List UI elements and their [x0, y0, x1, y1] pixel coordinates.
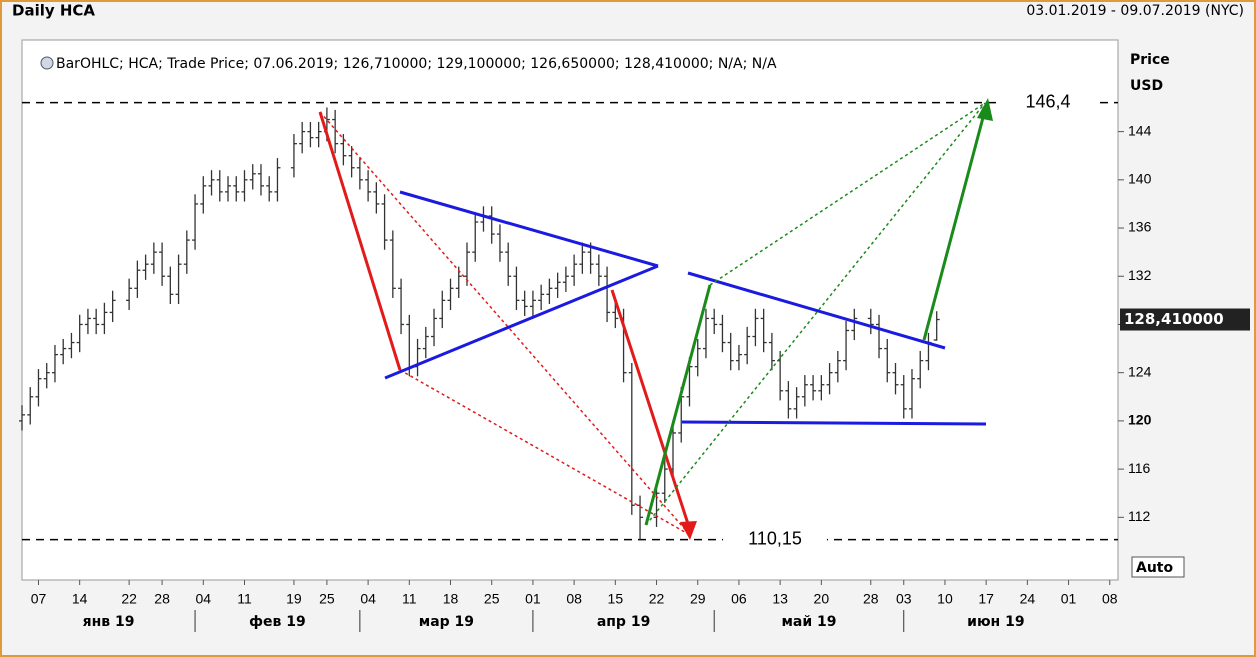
auto-label[interactable]: Auto [1136, 560, 1173, 576]
month-label: июн 19 [967, 614, 1024, 630]
trend-line [709, 102, 986, 286]
x-tick-label: 28 [154, 591, 170, 607]
trend-line [687, 271, 946, 350]
trend-arrow [644, 284, 712, 526]
x-tick-label: 13 [772, 591, 788, 607]
x-tick-label: 08 [566, 591, 582, 607]
x-tick-label: 22 [121, 591, 137, 607]
month-label: янв 19 [83, 614, 135, 630]
auto-button[interactable] [1131, 556, 1185, 578]
x-tick-label: 25 [484, 591, 500, 607]
x-tick-label: 28 [863, 591, 879, 607]
x-tick-label: 03 [896, 591, 912, 607]
trend-line [645, 102, 986, 526]
x-tick-label: 15 [608, 591, 624, 607]
y-axis-unit: USD [1130, 78, 1163, 94]
month-label: фев 19 [249, 614, 306, 630]
x-tick-label: 07 [31, 591, 47, 607]
arrow-head [977, 98, 993, 121]
y-tick-label: 124 [1128, 363, 1152, 379]
x-tick-label: 01 [525, 591, 541, 607]
x-tick-label: 11 [237, 591, 252, 607]
x-tick-label: 29 [690, 591, 706, 607]
trend-arrow [318, 111, 402, 371]
x-tick-label: 19 [286, 591, 302, 607]
x-tick-label: 18 [443, 591, 459, 607]
drawings [318, 98, 993, 540]
y-axis-label: Price [1130, 52, 1170, 68]
trend-arrow [922, 109, 987, 341]
level-label: 110,15 [748, 528, 802, 548]
last-price-label: 128,410000 [1124, 310, 1224, 328]
date-range: 03.01.2019 - 09.07.2019 (NYC) [1026, 3, 1244, 19]
x-tick-label: 04 [360, 591, 376, 607]
y-tick-label: 116 [1128, 460, 1151, 476]
level-label-bg [723, 527, 827, 552]
level-label-bg [996, 90, 1100, 115]
trend-line [399, 190, 659, 268]
x-tick-label: 22 [649, 591, 665, 607]
last-price-tag [1120, 308, 1250, 331]
y-tick-label: 120 [1128, 412, 1152, 428]
y-tick-label: 112 [1128, 508, 1151, 524]
x-tick-label: 17 [978, 591, 994, 607]
chart-title: Daily HCA [12, 2, 95, 20]
month-label: мар 19 [419, 614, 474, 630]
x-tick-label: 25 [319, 591, 335, 607]
x-tick-label: 24 [1020, 591, 1036, 607]
y-tick-label: 132 [1128, 267, 1152, 283]
trend-line [384, 264, 659, 380]
legend-icon [40, 56, 54, 70]
trend-arrow [610, 289, 692, 531]
trend-line [319, 111, 691, 536]
x-tick-label: 14 [72, 591, 88, 607]
trend-line [399, 369, 691, 536]
x-tick-label: 20 [814, 591, 830, 607]
trend-line [681, 420, 987, 426]
x-tick-label: 10 [937, 591, 953, 607]
x-tick-label: 08 [1102, 591, 1118, 607]
x-tick-label: 06 [731, 591, 747, 607]
y-tick-label: 140 [1128, 171, 1152, 187]
plot-area [21, 39, 1119, 581]
arrow-head [680, 521, 697, 540]
level-label: 146,4 [1025, 91, 1070, 111]
y-tick-label: 136 [1128, 219, 1152, 235]
x-tick-label: 11 [402, 591, 417, 607]
x-tick-label: 01 [1061, 591, 1077, 607]
month-label: май 19 [781, 614, 836, 630]
y-tick-label: 144 [1128, 122, 1152, 138]
month-label: апр 19 [597, 614, 651, 630]
legend-text: BarOHLC; HCA; Trade Price; 07.06.2019; 1… [56, 56, 777, 72]
x-tick-label: 04 [196, 591, 212, 607]
